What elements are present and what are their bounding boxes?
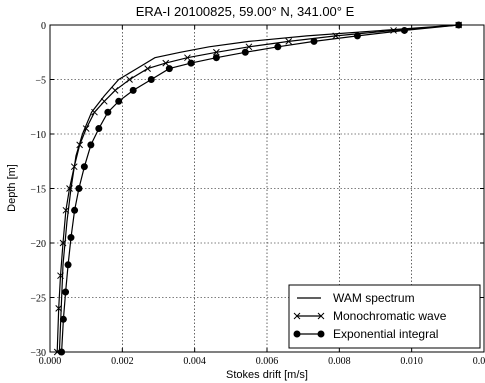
- data-point: [241, 48, 249, 56]
- y-tick-label: −15: [30, 185, 46, 196]
- data-point: [100, 97, 108, 105]
- legend-item: Exponential integral: [293, 327, 438, 341]
- y-tick-label: −20: [30, 239, 46, 250]
- series-layer: [53, 21, 463, 356]
- data-point: [400, 26, 408, 34]
- data-point: [274, 43, 282, 51]
- data-point: [310, 37, 318, 45]
- y-tick-label: −5: [35, 76, 46, 87]
- data-point: [82, 125, 90, 132]
- data-point: [353, 32, 361, 40]
- data-point: [64, 261, 72, 269]
- data-point: [71, 206, 79, 214]
- data-point: [87, 141, 95, 149]
- legend-label: WAM spectrum: [333, 291, 415, 305]
- data-point: [187, 59, 195, 67]
- data-point: [162, 59, 170, 67]
- legend-item: WAM spectrum: [297, 291, 415, 305]
- x-tick-label: 0.002: [111, 356, 134, 367]
- legend-marker: [293, 330, 301, 338]
- x-axis-label: Stokes drift [m/s]: [226, 369, 308, 381]
- data-point: [62, 206, 70, 214]
- data-point: [66, 185, 73, 192]
- data-point: [80, 163, 88, 171]
- legend-marker: [293, 312, 301, 320]
- data-point: [104, 108, 112, 116]
- chart-title: ERA-I 20100825, 59.00° N, 341.00° E: [136, 4, 355, 19]
- legend-label: Exponential integral: [333, 327, 438, 341]
- data-point: [129, 86, 137, 94]
- x-tick-label: 0.004: [183, 356, 206, 367]
- x-tick-label: 0.008: [328, 356, 351, 367]
- series-1: [58, 24, 459, 353]
- series-2: [53, 21, 463, 356]
- data-point: [144, 65, 152, 72]
- data-point: [212, 54, 220, 62]
- data-point: [245, 43, 253, 51]
- x-tick-label: 0.006: [256, 356, 279, 367]
- y-axis-label: Depth [m]: [6, 164, 18, 212]
- x-tick-label: 0.010: [400, 356, 423, 367]
- x-tick-label: 0.012: [473, 356, 485, 367]
- data-point: [70, 163, 78, 171]
- data-point: [285, 37, 293, 45]
- y-tick-label: −10: [30, 130, 46, 141]
- legend-marker: [317, 312, 325, 320]
- y-tick-label: −30: [30, 348, 46, 359]
- data-point: [126, 76, 133, 83]
- data-point: [91, 108, 98, 116]
- data-point: [59, 239, 67, 247]
- data-point: [95, 125, 103, 133]
- data-point: [55, 305, 63, 312]
- data-point: [165, 65, 173, 73]
- data-point: [184, 54, 191, 62]
- data-point: [62, 288, 70, 296]
- series-3: [58, 21, 463, 356]
- data-point: [147, 76, 155, 83]
- series-line: [58, 24, 459, 353]
- legend-label: Monochromatic wave: [333, 309, 447, 323]
- data-point: [213, 48, 220, 56]
- data-point: [111, 87, 119, 94]
- data-point: [57, 272, 64, 280]
- data-point: [75, 185, 83, 192]
- axis-ticks: 0.000 0.002 0.004 0.006 0.008 0.010 0.012 0 −5 −1…: [30, 21, 485, 367]
- y-tick-label: 0: [41, 21, 46, 32]
- y-tick-label: −25: [30, 294, 46, 305]
- legend: WAM spectrum Monochromatic wave Exponentia…: [288, 284, 481, 349]
- legend-marker: [317, 330, 325, 338]
- data-point: [59, 315, 67, 323]
- data-point: [76, 141, 84, 149]
- series-line: [56, 24, 459, 353]
- data-point: [115, 97, 123, 105]
- x-tick-label: 0.000: [39, 356, 62, 367]
- data-point: [67, 234, 75, 242]
- legend-item: Monochromatic wave: [293, 309, 447, 323]
